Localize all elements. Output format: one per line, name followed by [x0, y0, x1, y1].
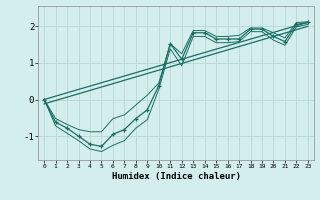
- X-axis label: Humidex (Indice chaleur): Humidex (Indice chaleur): [111, 172, 241, 181]
